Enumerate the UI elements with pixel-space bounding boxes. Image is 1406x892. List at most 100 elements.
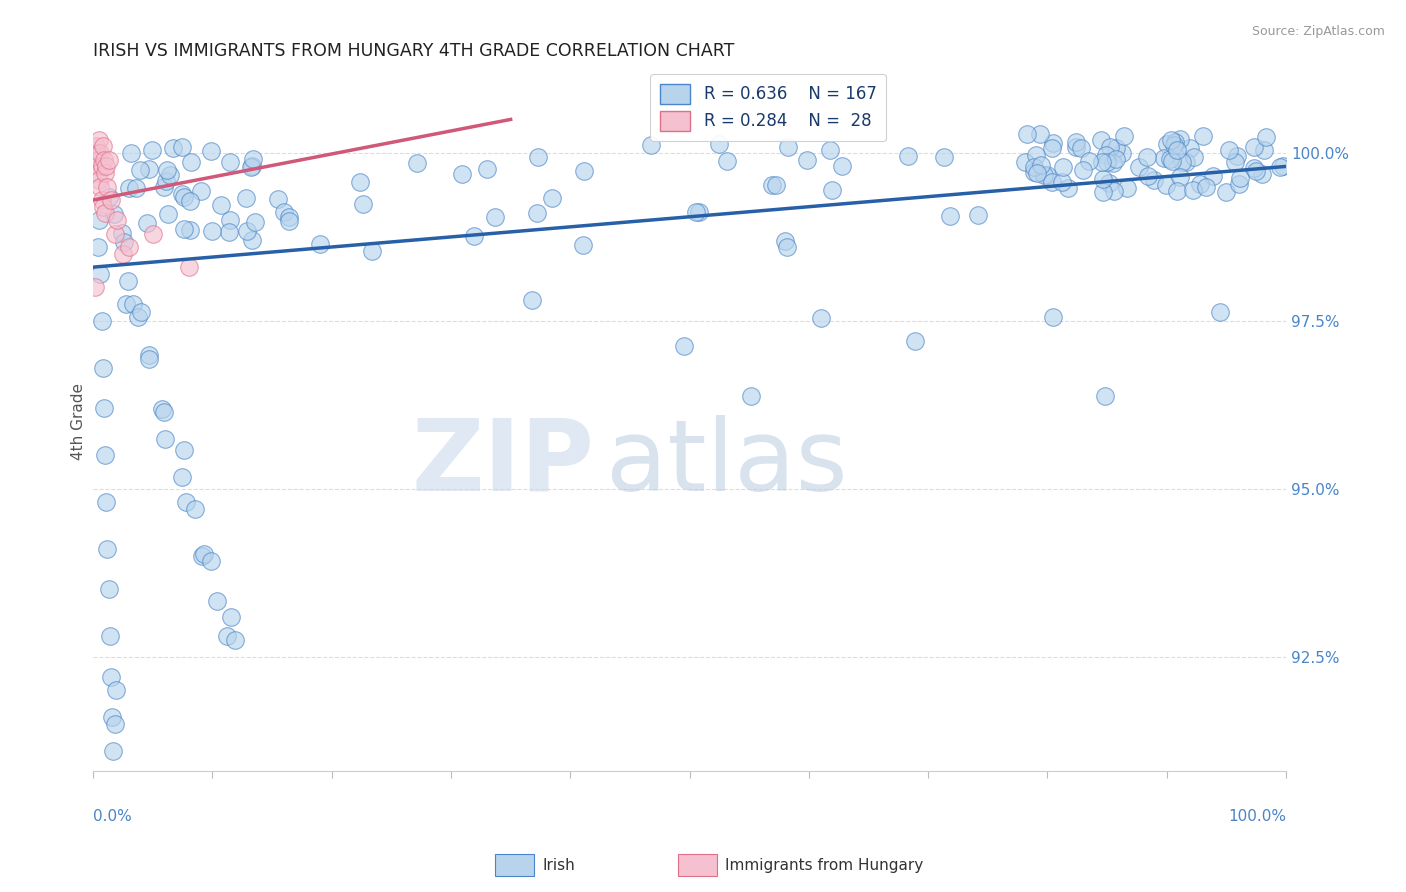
Point xyxy=(1178,141,1201,155)
Text: Irish: Irish xyxy=(543,858,575,872)
Point xyxy=(1194,180,1216,194)
Point xyxy=(1036,168,1059,182)
Text: ZIP: ZIP xyxy=(412,415,595,512)
Point xyxy=(120,146,142,161)
Point xyxy=(1244,164,1267,178)
Point xyxy=(89,267,111,281)
Point xyxy=(1268,160,1291,174)
Point xyxy=(1243,161,1265,175)
Point xyxy=(111,246,134,260)
Point xyxy=(97,582,120,597)
Point xyxy=(572,238,595,252)
Point xyxy=(97,153,120,167)
Point xyxy=(831,160,853,174)
Point xyxy=(1095,154,1118,169)
Point xyxy=(104,683,127,698)
Point xyxy=(932,150,955,164)
Point xyxy=(278,211,301,225)
Point xyxy=(673,339,696,353)
Point xyxy=(101,710,124,724)
Point xyxy=(152,180,174,194)
Point xyxy=(89,132,111,146)
Point xyxy=(1052,175,1074,189)
Point xyxy=(278,213,301,227)
Point xyxy=(1070,141,1092,155)
Point xyxy=(541,191,564,205)
Point xyxy=(966,208,988,222)
Point xyxy=(153,432,176,446)
Point xyxy=(1160,133,1182,147)
Point xyxy=(352,197,374,211)
Point xyxy=(1271,159,1294,173)
Point xyxy=(209,198,232,212)
Point xyxy=(778,140,800,154)
Point xyxy=(1153,151,1175,165)
Point xyxy=(1156,136,1178,151)
Point xyxy=(796,153,818,168)
Point xyxy=(200,144,222,158)
Text: 0.0%: 0.0% xyxy=(93,809,132,824)
Point xyxy=(135,216,157,230)
Point xyxy=(138,348,160,362)
Point xyxy=(1091,155,1114,169)
Point xyxy=(190,184,212,198)
Point xyxy=(179,194,201,208)
Point xyxy=(707,137,730,152)
Point xyxy=(177,260,200,274)
Text: Immigrants from Hungary: Immigrants from Hungary xyxy=(725,858,924,872)
Point xyxy=(1094,389,1116,403)
Point xyxy=(156,162,179,177)
Point xyxy=(98,629,121,643)
Point xyxy=(105,213,128,227)
Point xyxy=(103,207,125,221)
Point xyxy=(89,146,111,161)
Point xyxy=(115,297,138,311)
Point xyxy=(84,280,107,294)
Point xyxy=(91,200,114,214)
Point xyxy=(939,209,962,223)
Point xyxy=(131,305,153,319)
Point xyxy=(1171,155,1194,169)
Point xyxy=(360,244,382,259)
Point xyxy=(1136,150,1159,164)
Point xyxy=(1057,181,1080,195)
Point xyxy=(170,139,193,153)
Point xyxy=(1154,178,1177,192)
Point xyxy=(86,146,108,161)
Point xyxy=(1223,154,1246,169)
Point xyxy=(1095,148,1118,162)
Point xyxy=(138,161,160,176)
Point xyxy=(242,152,264,166)
Point xyxy=(688,205,710,219)
Point xyxy=(129,162,152,177)
Point xyxy=(173,442,195,457)
Point xyxy=(1025,166,1047,180)
Point xyxy=(1254,130,1277,145)
Point xyxy=(1215,185,1237,199)
Point xyxy=(96,542,118,557)
Point xyxy=(235,191,257,205)
Point xyxy=(218,225,240,239)
Point xyxy=(477,162,499,177)
Point xyxy=(1161,154,1184,169)
Point xyxy=(640,138,662,153)
Point xyxy=(243,214,266,228)
Point xyxy=(273,205,295,219)
Point xyxy=(1029,127,1052,141)
Point xyxy=(309,237,332,252)
Point xyxy=(207,594,229,608)
Point xyxy=(1192,128,1215,143)
Point xyxy=(1017,127,1039,141)
Point xyxy=(170,470,193,484)
Point xyxy=(239,160,262,174)
Point xyxy=(1218,143,1240,157)
Point xyxy=(1159,152,1181,166)
Point xyxy=(1181,183,1204,197)
Point xyxy=(142,227,165,241)
Point xyxy=(1092,171,1115,186)
Point xyxy=(897,149,920,163)
Point xyxy=(127,310,149,324)
Point xyxy=(1189,177,1212,191)
Point xyxy=(236,224,259,238)
Point xyxy=(1105,141,1128,155)
